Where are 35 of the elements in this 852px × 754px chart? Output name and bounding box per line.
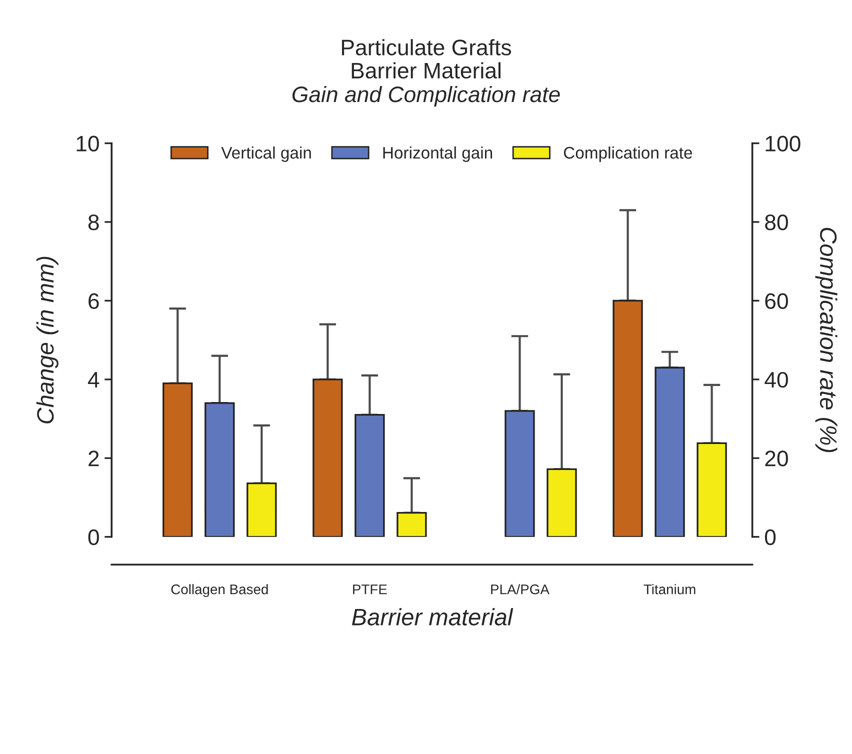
y-axis-title: Change (in mm) <box>36 256 58 424</box>
bar <box>162 382 193 537</box>
y-tick-label: 8 <box>88 214 99 230</box>
y2-tick-label: 40 <box>764 372 788 388</box>
y2-tick-label: 20 <box>765 450 788 466</box>
bar <box>546 468 577 537</box>
y2-tick-label: 100 <box>766 136 800 152</box>
legend-label: Complication rate <box>564 146 692 162</box>
y2-tick-label: 60 <box>765 293 788 309</box>
bar <box>612 300 643 537</box>
bar <box>354 414 385 537</box>
bar <box>504 410 535 537</box>
bar <box>396 512 427 537</box>
y-tick-label: 10 <box>76 136 99 152</box>
bar <box>654 366 685 537</box>
y2-tick-label: 80 <box>765 214 788 230</box>
y-tick-label: 0 <box>88 529 99 546</box>
legend-label: Horizontal gain <box>383 146 492 162</box>
chart-title: Particulate Grafts Barrier Material <box>342 39 512 79</box>
chart-subtitle: Gain and Complication rate <box>292 86 560 107</box>
x-axis-title: Barrier material <box>352 608 514 626</box>
y-tick-label: 6 <box>88 293 99 309</box>
x-tick-label: PTFE <box>353 584 387 594</box>
bar <box>204 402 235 537</box>
bar <box>312 378 343 537</box>
x-tick-label: PLA/PGA <box>491 584 550 594</box>
bar <box>246 482 277 537</box>
y2-tick-label: 0 <box>764 529 776 546</box>
y-tick-label: 4 <box>88 372 100 388</box>
bar <box>696 442 727 537</box>
legend-label: Vertical gain <box>221 146 311 162</box>
x-tick-label: Collagen Based <box>171 584 268 598</box>
y-tick-label: 2 <box>88 450 99 466</box>
x-tick-label: Titanium <box>644 584 696 594</box>
y2-axis-title: Complication rate (%) <box>815 228 838 452</box>
